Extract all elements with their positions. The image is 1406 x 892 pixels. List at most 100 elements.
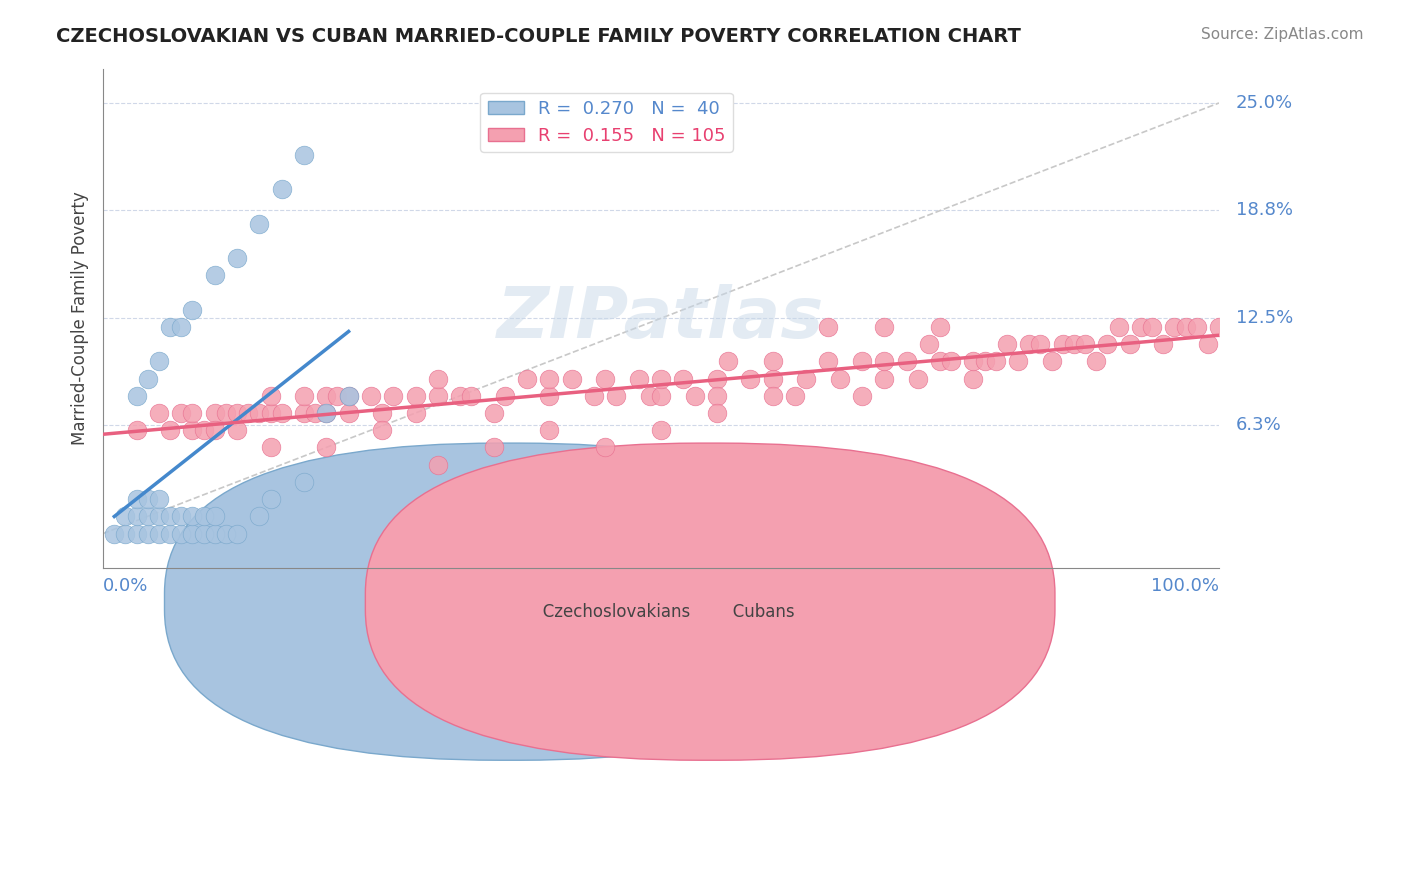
Point — [136, 509, 159, 524]
Point — [583, 389, 606, 403]
Text: CZECHOSLOVAKIAN VS CUBAN MARRIED-COUPLE FAMILY POVERTY CORRELATION CHART: CZECHOSLOVAKIAN VS CUBAN MARRIED-COUPLE … — [56, 27, 1021, 45]
Point — [918, 337, 941, 351]
Point — [1185, 319, 1208, 334]
Point — [973, 354, 995, 368]
Point — [873, 319, 896, 334]
Point — [315, 389, 337, 403]
Point — [650, 371, 672, 385]
Point — [426, 458, 449, 472]
Point — [405, 389, 427, 403]
Point — [259, 492, 281, 507]
Text: 0.0%: 0.0% — [103, 576, 149, 595]
Point — [181, 302, 204, 317]
Point — [627, 371, 650, 385]
Point — [405, 406, 427, 420]
Point — [337, 406, 360, 420]
Point — [114, 526, 136, 541]
Point — [962, 354, 984, 368]
Point — [1052, 337, 1074, 351]
Point — [605, 389, 627, 403]
Point — [1085, 354, 1108, 368]
Text: Cubans: Cubans — [717, 603, 794, 621]
Point — [125, 389, 148, 403]
Point — [382, 389, 405, 403]
Point — [907, 371, 929, 385]
Point — [1074, 337, 1097, 351]
Point — [460, 389, 482, 403]
Point — [193, 509, 215, 524]
Text: 6.3%: 6.3% — [1236, 416, 1281, 434]
Point — [851, 389, 873, 403]
Point — [762, 354, 785, 368]
Point — [1007, 354, 1029, 368]
Point — [159, 509, 181, 524]
Text: 12.5%: 12.5% — [1236, 310, 1294, 327]
Point — [181, 406, 204, 420]
Point — [482, 441, 505, 455]
Point — [215, 526, 238, 541]
Point — [103, 526, 125, 541]
Point — [259, 441, 281, 455]
Point — [449, 389, 471, 403]
Point — [247, 217, 270, 231]
Point — [516, 371, 538, 385]
Point — [159, 423, 181, 437]
Point — [148, 492, 170, 507]
Point — [762, 389, 785, 403]
Point — [259, 406, 281, 420]
Point — [962, 371, 984, 385]
Point — [740, 371, 762, 385]
Point — [125, 509, 148, 524]
Point — [181, 509, 204, 524]
Point — [337, 389, 360, 403]
Point — [247, 509, 270, 524]
Point — [1018, 337, 1040, 351]
Point — [148, 509, 170, 524]
Point — [292, 147, 315, 161]
Point — [683, 389, 706, 403]
Point — [929, 354, 952, 368]
Point — [1129, 319, 1152, 334]
Point — [238, 406, 260, 420]
Point — [1208, 319, 1230, 334]
Point — [783, 389, 806, 403]
Point — [851, 354, 873, 368]
Point — [125, 423, 148, 437]
Point — [1152, 337, 1174, 351]
FancyBboxPatch shape — [366, 443, 1054, 760]
Text: Source: ZipAtlas.com: Source: ZipAtlas.com — [1201, 27, 1364, 42]
Point — [1108, 319, 1130, 334]
Point — [304, 406, 326, 420]
Point — [1163, 319, 1185, 334]
Point — [125, 492, 148, 507]
Point — [494, 389, 516, 403]
Point — [170, 509, 193, 524]
Point — [638, 389, 661, 403]
Point — [170, 319, 193, 334]
Point — [817, 354, 839, 368]
Point — [125, 526, 148, 541]
Point — [292, 406, 315, 420]
Point — [315, 441, 337, 455]
Point — [1140, 319, 1163, 334]
Point — [794, 371, 817, 385]
Point — [315, 406, 337, 420]
Point — [873, 354, 896, 368]
Point — [136, 371, 159, 385]
Point — [482, 406, 505, 420]
Point — [337, 389, 360, 403]
Point — [929, 319, 952, 334]
Point — [561, 371, 583, 385]
Point — [426, 371, 449, 385]
Point — [204, 406, 226, 420]
Legend: R =  0.270   N =  40, R =  0.155   N = 105: R = 0.270 N = 40, R = 0.155 N = 105 — [481, 93, 733, 152]
Point — [873, 371, 896, 385]
Point — [270, 406, 292, 420]
Point — [148, 526, 170, 541]
Point — [1029, 337, 1052, 351]
Point — [371, 406, 394, 420]
Point — [159, 526, 181, 541]
Point — [593, 441, 616, 455]
Point — [426, 389, 449, 403]
Text: 25.0%: 25.0% — [1236, 94, 1294, 112]
